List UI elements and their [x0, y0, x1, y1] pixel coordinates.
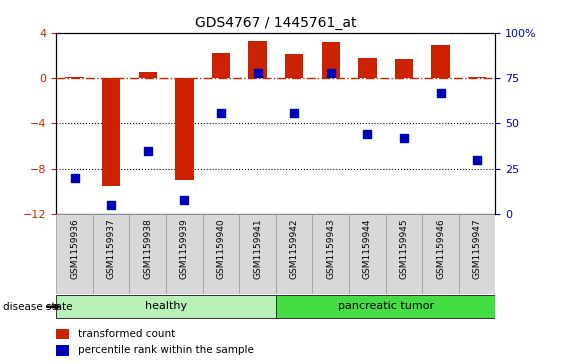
- Bar: [248, 41, 267, 78]
- Bar: [386, 214, 422, 294]
- Bar: [239, 214, 276, 294]
- Bar: [138, 72, 157, 78]
- Bar: [422, 214, 459, 294]
- Text: GSM1159936: GSM1159936: [70, 218, 79, 279]
- Text: disease state: disease state: [3, 302, 72, 312]
- Text: GSM1159947: GSM1159947: [473, 218, 481, 279]
- Text: GSM1159938: GSM1159938: [144, 218, 152, 279]
- Point: [326, 70, 335, 76]
- Bar: [175, 78, 194, 180]
- Text: GSM1159937: GSM1159937: [107, 218, 115, 279]
- Text: pancreatic tumor: pancreatic tumor: [338, 301, 434, 311]
- Point: [253, 70, 262, 76]
- Bar: [459, 214, 495, 294]
- Bar: [395, 59, 413, 78]
- Text: GSM1159942: GSM1159942: [290, 218, 298, 279]
- Bar: [312, 214, 349, 294]
- Point: [400, 135, 409, 141]
- Point: [363, 131, 372, 137]
- Text: transformed count: transformed count: [78, 329, 176, 339]
- Point: [290, 110, 299, 115]
- Bar: [56, 214, 93, 294]
- Bar: [102, 78, 120, 186]
- Text: GSM1159939: GSM1159939: [180, 218, 189, 279]
- Text: GSM1159946: GSM1159946: [436, 218, 445, 279]
- Bar: [276, 214, 312, 294]
- Bar: [212, 53, 230, 78]
- Bar: [276, 295, 495, 318]
- Bar: [349, 214, 386, 294]
- Point: [180, 197, 189, 203]
- Bar: [65, 77, 84, 78]
- Bar: [431, 45, 450, 78]
- Text: GSM1159943: GSM1159943: [327, 218, 335, 279]
- Point: [107, 202, 116, 208]
- Point: [216, 110, 225, 115]
- Text: GSM1159944: GSM1159944: [363, 218, 372, 279]
- Title: GDS4767 / 1445761_at: GDS4767 / 1445761_at: [195, 16, 356, 30]
- Bar: [358, 58, 377, 78]
- Bar: [93, 214, 129, 294]
- Bar: [203, 214, 239, 294]
- Text: GSM1159940: GSM1159940: [217, 218, 225, 279]
- Point: [436, 90, 445, 95]
- Text: percentile rank within the sample: percentile rank within the sample: [78, 345, 254, 355]
- Bar: [129, 214, 166, 294]
- Bar: [56, 295, 276, 318]
- Bar: [56, 329, 69, 339]
- Bar: [56, 345, 69, 356]
- Bar: [285, 54, 303, 78]
- Point: [70, 175, 79, 181]
- Text: GSM1159941: GSM1159941: [253, 218, 262, 279]
- Text: GSM1159945: GSM1159945: [400, 218, 408, 279]
- Text: healthy: healthy: [145, 301, 187, 311]
- Point: [472, 157, 481, 163]
- Bar: [166, 214, 203, 294]
- Bar: [321, 42, 340, 78]
- Bar: [468, 77, 486, 78]
- Point: [143, 148, 152, 154]
